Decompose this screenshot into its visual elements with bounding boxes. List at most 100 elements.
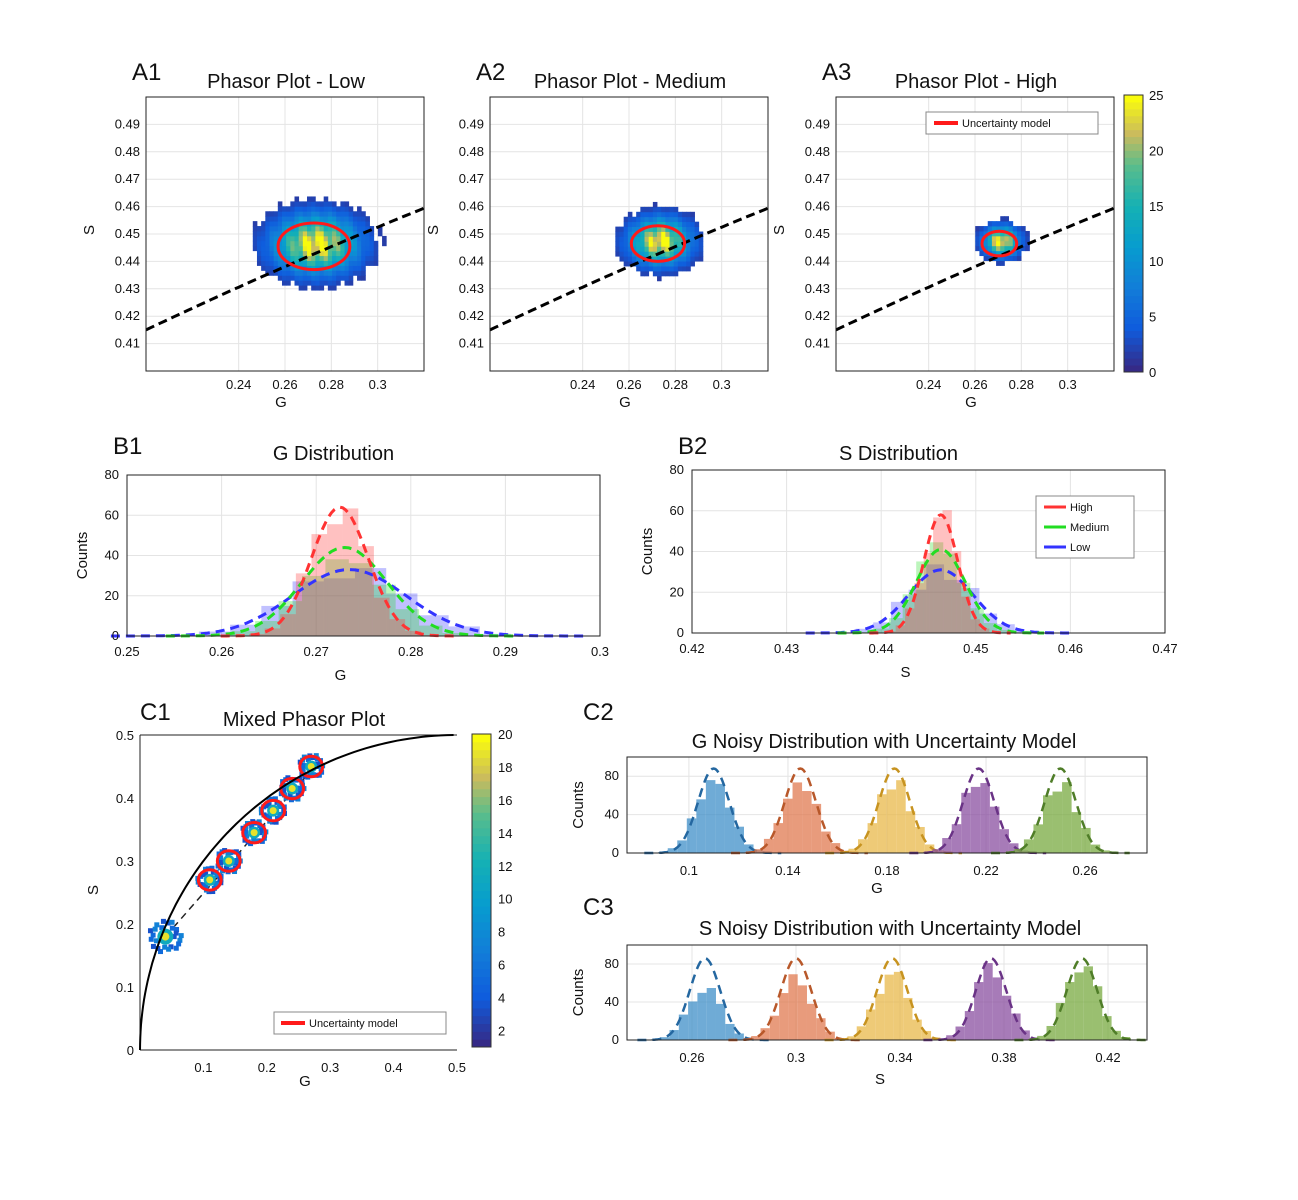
heat-pixel — [357, 240, 362, 247]
colorbar-tick-label: 20 — [498, 727, 512, 742]
heat-pixel — [1025, 235, 1030, 242]
x-tick-label: 0.27 — [304, 644, 329, 659]
heat-pixel — [269, 235, 275, 242]
heat-pixel — [1025, 245, 1030, 252]
cluster-pixel — [266, 802, 272, 808]
heat-pixel — [373, 260, 379, 266]
heat-pixel — [661, 261, 666, 267]
heat-pixel — [290, 206, 295, 212]
y-axis-label: S — [85, 885, 102, 895]
heat-pixel — [1000, 230, 1005, 237]
x-tick-label: 0.26 — [962, 377, 987, 392]
heat-pixel — [290, 216, 295, 222]
heat-pixel — [352, 245, 358, 252]
heat-pixel — [298, 206, 304, 212]
heat-pixel — [290, 255, 295, 261]
uncertainty-ellipse — [298, 754, 325, 779]
heat-pixel — [348, 280, 354, 286]
histogram-bar-medium — [997, 629, 1011, 633]
heat-pixel — [627, 221, 633, 228]
histogram-bar-medium — [419, 625, 443, 636]
histogram-bar-high — [264, 628, 281, 636]
y-tick-label: 0 — [112, 628, 119, 643]
heat-pixel — [277, 270, 283, 276]
heat-pixel — [665, 251, 670, 257]
colorbar-segment — [472, 976, 491, 985]
heat-pixel — [698, 251, 704, 257]
heat-pixel — [298, 270, 304, 276]
histogram-bar — [1081, 827, 1091, 853]
heat-pixel — [294, 206, 300, 212]
histogram-bar — [669, 1030, 679, 1040]
heat-pixel — [979, 230, 984, 237]
histogram-bar — [905, 811, 916, 853]
histogram-bar — [1011, 1013, 1021, 1040]
cluster-pixel — [225, 851, 231, 857]
heat-pixel — [665, 231, 670, 237]
histogram-bar — [896, 780, 906, 853]
heat-pixel — [361, 221, 366, 227]
y-tick-label: 0.46 — [805, 199, 830, 214]
heat-pixel — [373, 240, 379, 247]
heat-pixel — [657, 275, 662, 282]
heat-pixel — [1025, 230, 1030, 237]
x-tick-label: 0.1 — [194, 1060, 212, 1075]
heat-pixel — [290, 230, 295, 237]
histogram-bar-low — [944, 579, 962, 633]
heat-pixel — [261, 221, 266, 227]
heat-pixel — [677, 256, 683, 262]
heat-pixel — [615, 231, 620, 237]
heat-pixel — [669, 266, 675, 272]
heat-pixel — [344, 275, 350, 281]
colorbar-tick-label: 0 — [1149, 365, 1156, 380]
heat-pixel — [377, 226, 383, 232]
heat-pixel — [1021, 226, 1026, 232]
heat-pixel — [673, 270, 679, 277]
y-tick-label: 0.45 — [805, 226, 830, 241]
heat-pixel — [340, 221, 345, 227]
heat-pixel — [327, 240, 333, 247]
heat-pixel — [344, 260, 350, 266]
heat-pixel — [627, 226, 633, 232]
heat-pixel — [281, 221, 287, 227]
colorbar-segment — [1124, 240, 1143, 248]
heat-pixel — [281, 235, 287, 242]
cluster-pixel — [153, 938, 159, 944]
heat-pixel — [348, 216, 354, 222]
heat-pixel — [640, 236, 645, 242]
cluster-pixel — [272, 796, 278, 802]
y-tick-label: 80 — [670, 462, 684, 477]
uncertainty-ellipse — [260, 798, 287, 823]
heat-pixel — [273, 245, 279, 252]
colorbar-segment — [472, 867, 491, 876]
heat-pixel — [273, 211, 279, 217]
heat-pixel — [286, 250, 291, 257]
heat-pixel — [265, 250, 270, 257]
heat-pixel — [319, 275, 325, 281]
y-tick-label: 40 — [605, 807, 619, 822]
colorbar-segment — [1124, 330, 1143, 338]
heat-pixel — [281, 211, 287, 217]
heat-pixel — [252, 230, 258, 237]
heat-pixel — [277, 206, 283, 212]
heat-pixel — [682, 256, 687, 262]
panel-label: B2 — [678, 433, 707, 460]
heat-pixel — [344, 245, 350, 252]
heat-pixel — [665, 261, 670, 267]
heat-pixel — [332, 275, 337, 281]
heat-pixel — [344, 216, 350, 222]
heat-pixel — [1008, 226, 1014, 232]
heat-pixel — [269, 260, 275, 266]
heat-pixel — [361, 226, 366, 232]
heat-pixel — [348, 255, 354, 261]
heat-pixel — [265, 245, 270, 252]
histogram-bar — [848, 848, 859, 853]
colorbar-segment — [1124, 302, 1143, 311]
heat-pixel — [340, 201, 345, 207]
colorbar-segment — [1124, 268, 1143, 276]
histogram-bar — [884, 974, 894, 1040]
cluster-pixel — [213, 880, 219, 886]
colorbar-segment — [1124, 254, 1143, 262]
histogram-bar — [1020, 1030, 1030, 1040]
heat-pixel — [327, 285, 333, 291]
